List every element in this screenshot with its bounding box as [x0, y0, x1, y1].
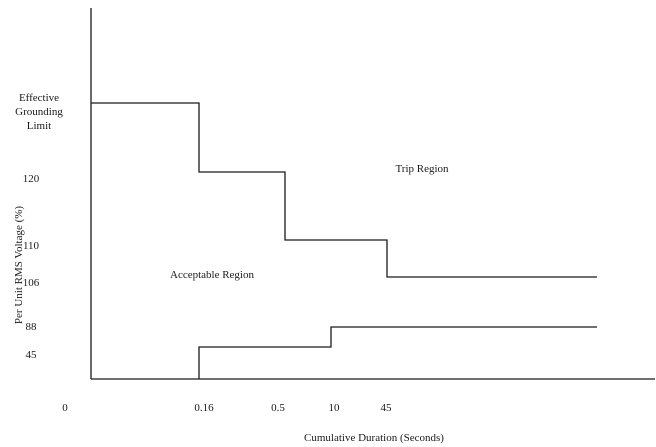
y-tick-label: 110: [23, 240, 40, 252]
y-top-limit-label: Effective Grounding Limit: [15, 92, 63, 132]
x-tick-label: 0: [62, 402, 68, 414]
series-group: [91, 102, 597, 379]
x-tick-label: 0.16: [194, 402, 214, 414]
y-tick-label: 106: [23, 277, 40, 289]
x-tick-label: 0.5: [271, 402, 285, 414]
x-tick-label: 10: [329, 402, 341, 414]
y-tick-label: 45: [26, 349, 38, 361]
x-axis-label: Cumulative Duration (Seconds): [304, 432, 444, 444]
labels-group: 0 0.16 0.5 10 45 45 88 106 110 120 Effective Ground…: [13, 92, 449, 444]
y-tick-label: 88: [26, 321, 38, 333]
axes: [90, 8, 655, 380]
upper-trip-limit-line: [91, 102, 597, 278]
x-tick-label: 45: [381, 402, 393, 414]
trip-region-label: Trip Region: [395, 163, 449, 175]
acceptable-region-label: Acceptable Region: [170, 269, 254, 281]
lower-trip-limit-line: [198, 326, 597, 379]
y-axis-label: Per Unit RMS Voltage (%): [13, 206, 25, 324]
y-tick-label: 120: [23, 173, 40, 185]
